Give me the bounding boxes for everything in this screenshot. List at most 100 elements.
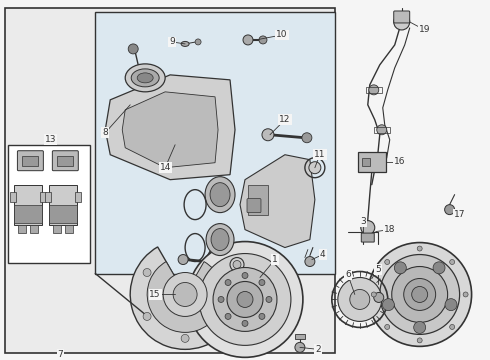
Text: 9: 9 xyxy=(169,37,175,46)
Circle shape xyxy=(259,36,267,44)
Text: 2: 2 xyxy=(315,345,320,354)
Circle shape xyxy=(392,266,448,323)
Text: 14: 14 xyxy=(159,163,171,172)
Ellipse shape xyxy=(206,224,234,256)
Circle shape xyxy=(213,267,277,332)
Text: 4: 4 xyxy=(320,250,326,259)
FancyBboxPatch shape xyxy=(5,8,335,354)
FancyBboxPatch shape xyxy=(248,185,268,215)
Text: 3: 3 xyxy=(360,217,366,226)
FancyBboxPatch shape xyxy=(362,158,370,166)
Polygon shape xyxy=(240,155,315,248)
Circle shape xyxy=(385,324,390,329)
Circle shape xyxy=(414,321,426,333)
FancyBboxPatch shape xyxy=(53,225,61,233)
Text: 19: 19 xyxy=(419,26,430,35)
Ellipse shape xyxy=(211,229,229,251)
Circle shape xyxy=(444,204,455,215)
Circle shape xyxy=(173,283,197,306)
Circle shape xyxy=(394,262,406,274)
Polygon shape xyxy=(122,92,218,168)
Circle shape xyxy=(218,297,224,302)
Circle shape xyxy=(225,314,231,319)
FancyBboxPatch shape xyxy=(46,192,51,202)
FancyBboxPatch shape xyxy=(95,12,335,274)
Ellipse shape xyxy=(137,73,153,83)
Text: 1: 1 xyxy=(272,255,278,264)
Circle shape xyxy=(295,342,305,352)
Circle shape xyxy=(463,292,468,297)
Circle shape xyxy=(433,262,445,274)
Circle shape xyxy=(163,273,207,316)
FancyBboxPatch shape xyxy=(361,233,374,242)
Circle shape xyxy=(181,334,189,342)
Circle shape xyxy=(309,162,321,174)
Circle shape xyxy=(242,273,248,279)
FancyBboxPatch shape xyxy=(247,199,261,213)
Circle shape xyxy=(380,255,460,334)
FancyBboxPatch shape xyxy=(14,185,42,225)
Circle shape xyxy=(338,278,382,321)
FancyBboxPatch shape xyxy=(8,145,90,262)
Circle shape xyxy=(237,292,253,307)
Circle shape xyxy=(450,324,455,329)
Circle shape xyxy=(417,338,422,343)
Circle shape xyxy=(262,129,274,141)
FancyBboxPatch shape xyxy=(52,151,78,171)
Circle shape xyxy=(187,242,303,357)
Circle shape xyxy=(242,320,248,327)
Circle shape xyxy=(361,221,375,235)
FancyBboxPatch shape xyxy=(49,204,77,222)
Circle shape xyxy=(243,35,253,45)
FancyBboxPatch shape xyxy=(10,192,16,202)
Circle shape xyxy=(404,279,436,310)
FancyBboxPatch shape xyxy=(295,334,305,339)
Circle shape xyxy=(195,39,201,45)
Circle shape xyxy=(445,299,457,311)
Text: 13: 13 xyxy=(45,135,56,144)
Ellipse shape xyxy=(205,177,235,213)
Ellipse shape xyxy=(125,64,165,92)
Text: 11: 11 xyxy=(314,150,326,159)
FancyBboxPatch shape xyxy=(30,225,38,233)
FancyBboxPatch shape xyxy=(394,11,410,23)
Circle shape xyxy=(412,287,428,302)
FancyBboxPatch shape xyxy=(18,151,43,171)
Circle shape xyxy=(259,314,265,319)
Circle shape xyxy=(259,279,265,285)
Ellipse shape xyxy=(181,41,189,46)
Ellipse shape xyxy=(131,69,159,87)
FancyBboxPatch shape xyxy=(49,185,77,225)
Circle shape xyxy=(199,253,291,345)
Text: 7: 7 xyxy=(57,350,63,359)
FancyBboxPatch shape xyxy=(65,225,74,233)
Circle shape xyxy=(266,297,272,302)
FancyBboxPatch shape xyxy=(358,152,386,172)
Text: 10: 10 xyxy=(276,31,288,40)
Circle shape xyxy=(302,133,312,143)
Circle shape xyxy=(368,243,471,346)
Circle shape xyxy=(143,269,151,276)
Circle shape xyxy=(371,292,376,297)
Circle shape xyxy=(382,299,394,311)
Circle shape xyxy=(143,312,151,320)
FancyBboxPatch shape xyxy=(14,204,42,222)
Circle shape xyxy=(369,85,379,95)
Text: 8: 8 xyxy=(102,128,108,137)
Circle shape xyxy=(178,255,188,265)
Circle shape xyxy=(233,261,241,269)
Circle shape xyxy=(374,292,384,302)
Text: 15: 15 xyxy=(149,290,161,299)
Text: 17: 17 xyxy=(454,210,465,219)
Text: 16: 16 xyxy=(394,157,405,166)
Text: 18: 18 xyxy=(384,225,395,234)
Circle shape xyxy=(377,125,387,135)
FancyBboxPatch shape xyxy=(19,225,26,233)
Circle shape xyxy=(128,44,138,54)
Circle shape xyxy=(225,279,231,285)
Ellipse shape xyxy=(210,183,230,207)
Circle shape xyxy=(417,246,422,251)
Circle shape xyxy=(219,312,227,320)
Text: 6: 6 xyxy=(345,270,351,279)
Wedge shape xyxy=(130,247,240,349)
